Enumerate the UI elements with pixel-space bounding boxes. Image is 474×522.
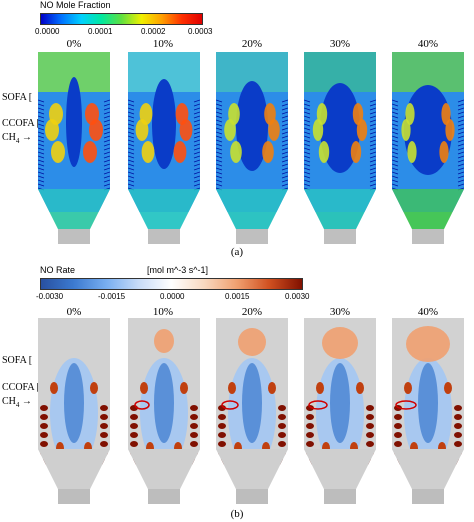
column-a-label-0: 0% xyxy=(66,38,82,50)
colorbar-a-tick-0: 0.0000 xyxy=(35,27,60,36)
colorbar-b-tick-1: -0.0015 xyxy=(98,292,126,301)
furnace-contour-a-0 xyxy=(38,52,110,244)
furnace-contour-b-0 xyxy=(38,318,110,504)
column-a-label-2: 20% xyxy=(241,38,263,50)
furnace-contour-b-4 xyxy=(392,318,464,504)
furnace-contour-a-1 xyxy=(128,52,200,244)
furnace-contour-b-1 xyxy=(128,318,200,504)
column-b-label-0: 0% xyxy=(66,306,82,318)
colorbar-b-tick-2: 0.0000 xyxy=(160,292,185,301)
panel-a-label: (a) xyxy=(230,246,244,258)
ccofa-label-a: CCOFA [ xyxy=(2,118,40,129)
colorbar-a-tick-3: 0.0003 xyxy=(188,27,213,36)
colorbar-a-tick-1: 0.0001 xyxy=(88,27,113,36)
colorbar-a-tick-2: 0.0002 xyxy=(141,27,166,36)
column-a-label-1: 10% xyxy=(152,38,174,50)
column-a-label-3: 30% xyxy=(329,38,351,50)
column-b-label-3: 30% xyxy=(329,306,351,318)
colorbar-b-tick-0: -0.0030 xyxy=(36,292,64,301)
colorbar-b-tick-3: 0.0015 xyxy=(225,292,250,301)
colorbar-a xyxy=(40,13,203,25)
furnace-contour-b-3 xyxy=(304,318,376,504)
ccofa-label-b: CCOFA [ xyxy=(2,382,40,393)
column-a-label-4: 40% xyxy=(417,38,439,50)
colorbar-b xyxy=(40,278,303,290)
colorbar-b-unit: [mol m^-3 s^-1] xyxy=(147,265,208,275)
column-b-label-2: 20% xyxy=(241,306,263,318)
colorbar-b-tick-4: 0.0030 xyxy=(285,292,310,301)
furnace-contour-b-2 xyxy=(216,318,288,504)
column-b-label-1: 10% xyxy=(152,306,174,318)
ch4-label-b: CH4 → xyxy=(2,396,32,409)
furnace-contour-a-4 xyxy=(392,52,464,244)
ch4-label-a: CH4 → xyxy=(2,132,32,145)
furnace-contour-a-3 xyxy=(304,52,376,244)
sofa-label-a: SOFA [ xyxy=(2,92,33,103)
colorbar-a-title: NO Mole Fraction xyxy=(40,0,111,10)
panel-b-label: (b) xyxy=(230,508,244,520)
sofa-label-b: SOFA [ xyxy=(2,355,33,366)
furnace-contour-a-2 xyxy=(216,52,288,244)
column-b-label-4: 40% xyxy=(417,306,439,318)
colorbar-b-title: NO Rate xyxy=(40,265,76,275)
